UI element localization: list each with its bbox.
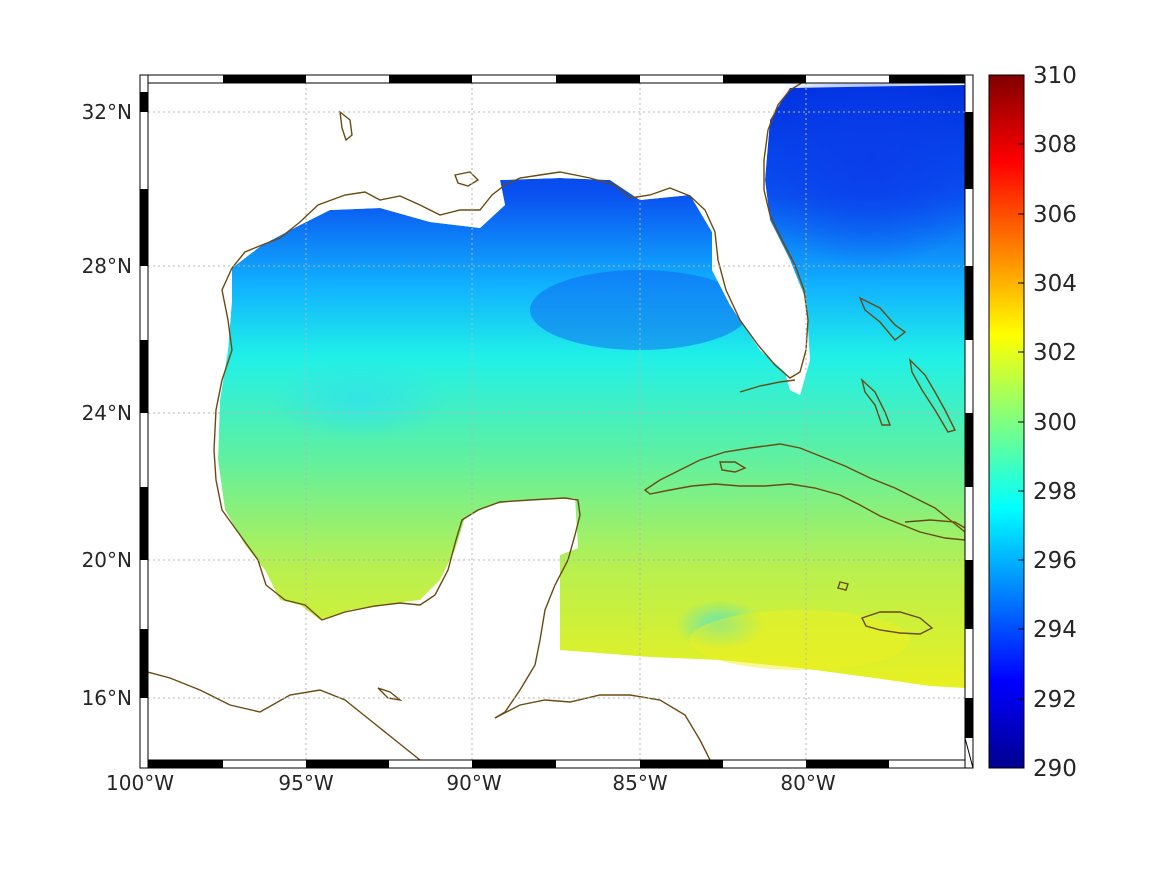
colorbar-label-302: 302 [1033,340,1077,366]
lat-tick-24n: 24°N [82,401,132,425]
lon-axis: 100°W 95°W 90°W 85°W 80°W [106,771,836,795]
lon-tick-95w: 95°W [278,771,333,795]
coast-bahamas-2 [908,357,957,433]
lat-tick-28n: 28°N [82,254,132,278]
colorbar-label-304: 304 [1033,271,1077,297]
colorbar-ticks [1018,143,1024,700]
coast-bahamas-1 [858,296,907,341]
lon-tick-85w: 85°W [612,771,667,795]
coast-bahamas-3 [860,377,892,426]
coast-pacific-mexico [148,671,421,760]
coast-central-america [494,694,711,760]
lat-axis: 32°N 28°N 24°N 20°N 16°N [82,100,132,710]
coast-isla-juventud [719,461,747,473]
lat-tick-20n: 20°N [82,548,132,572]
coast-yucatan [434,497,581,719]
colorbar-label-296: 296 [1033,548,1077,574]
lon-tick-90w: 90°W [446,771,501,795]
lon-tick-80w: 80°W [780,771,835,795]
colorbar-label-300: 300 [1033,410,1077,436]
colorbar-label-292: 292 [1033,687,1077,713]
coast-islet-2 [454,171,480,187]
map-border [139,74,974,769]
colorbar-label-294: 294 [1033,617,1077,643]
coast-islet-4 [377,687,403,702]
colorbar-labels: 310 308 306 304 302 300 298 296 294 292 … [1033,63,1077,782]
coast-florida-keys [739,379,796,393]
colorbar-label-310: 310 [1033,63,1077,89]
sst-field [148,83,965,760]
coast-islet-1 [339,110,353,142]
sst-gulf-caribbean [218,85,965,688]
coast-jamaica [861,611,934,635]
cyan-western-gulf [270,360,450,440]
coast-cuba [643,443,965,541]
land-us-gulf-coast [300,83,810,395]
coast-us-gulf [231,83,809,379]
cold-atlantic-region [750,83,965,270]
lat-tick-16n: 16°N [82,686,132,710]
colorbar-label-308: 308 [1033,132,1077,158]
lat-tick-32n: 32°N [82,100,132,124]
gridlines [148,83,965,760]
colorbar-label-298: 298 [1033,479,1077,505]
coast-mexico-west [213,267,436,621]
colorbar: 310 308 306 304 302 300 298 296 294 292 … [988,63,1077,782]
coastlines [148,83,965,760]
coast-islet-3 [837,581,849,591]
cyan-caribbean-eddy [675,600,765,650]
warm-caribbean [690,610,910,670]
colorbar-label-306: 306 [1033,202,1077,228]
lon-tick-100w: 100°W [106,771,174,795]
colorbar-label-290: 290 [1033,756,1077,782]
coast-hispaniola [904,519,965,529]
